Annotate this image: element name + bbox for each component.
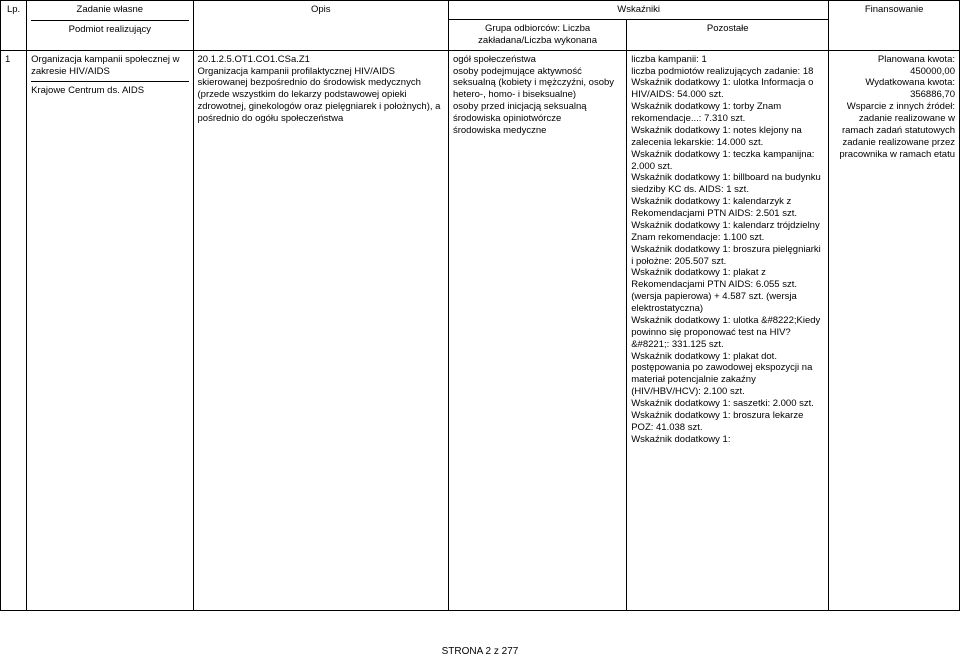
hdr-task-top: Zadanie własne xyxy=(31,4,188,16)
hdr-group: Grupa odbiorców: Liczba zakładana/Liczba… xyxy=(448,19,626,50)
hdr-task: Zadanie własne Podmiot realizujący xyxy=(27,1,193,51)
report-table: Lp. Zadanie własne Podmiot realizujący O… xyxy=(0,0,960,611)
cell-group: ogół społeczeństwa osoby podejmujące akt… xyxy=(448,50,626,610)
cell-task-bottom: Krajowe Centrum ds. AIDS xyxy=(31,85,188,97)
fin-v1: 450000,00 xyxy=(833,66,955,78)
fin-l1: Planowana kwota: xyxy=(833,54,955,66)
hdr-task-bottom: Podmiot realizujący xyxy=(31,24,188,36)
hdr-other: Pozostałe xyxy=(627,19,829,50)
hdr-indicators: Wskaźniki xyxy=(448,1,828,20)
cell-desc: 20.1.2.5.OT1.CO1.CSa.Z1 Organizacja kamp… xyxy=(193,50,448,610)
hdr-desc: Opis xyxy=(193,1,448,51)
hdr-task-divider xyxy=(31,20,188,21)
cell-fin: Planowana kwota: 450000,00 Wydatkowana k… xyxy=(829,50,960,610)
header-row-1: Lp. Zadanie własne Podmiot realizujący O… xyxy=(1,1,960,20)
fin-l2: Wydatkowana kwota: xyxy=(833,77,955,89)
fin-v2: 356886,70 xyxy=(833,89,955,101)
hdr-fin: Finansowanie xyxy=(829,1,960,51)
table-row: 1 Organizacja kampanii społecznej w zakr… xyxy=(1,50,960,610)
fin-l5: zadanie realizowane przez pracownika w r… xyxy=(833,137,955,161)
cell-lp: 1 xyxy=(1,50,27,610)
hdr-lp: Lp. xyxy=(1,1,27,51)
fin-l4: zadanie realizowane w ramach zadań statu… xyxy=(833,113,955,137)
cell-task-divider xyxy=(31,81,188,82)
cell-task-top: Organizacja kampanii społecznej w zakres… xyxy=(31,54,188,78)
page-footer: STRONA 2 z 277 xyxy=(0,646,960,657)
cell-task: Organizacja kampanii społecznej w zakres… xyxy=(27,50,193,610)
fin-l3: Wsparcie z innych źródeł: xyxy=(833,101,955,113)
cell-other: liczba kampanii: 1 liczba podmiotów real… xyxy=(627,50,829,610)
